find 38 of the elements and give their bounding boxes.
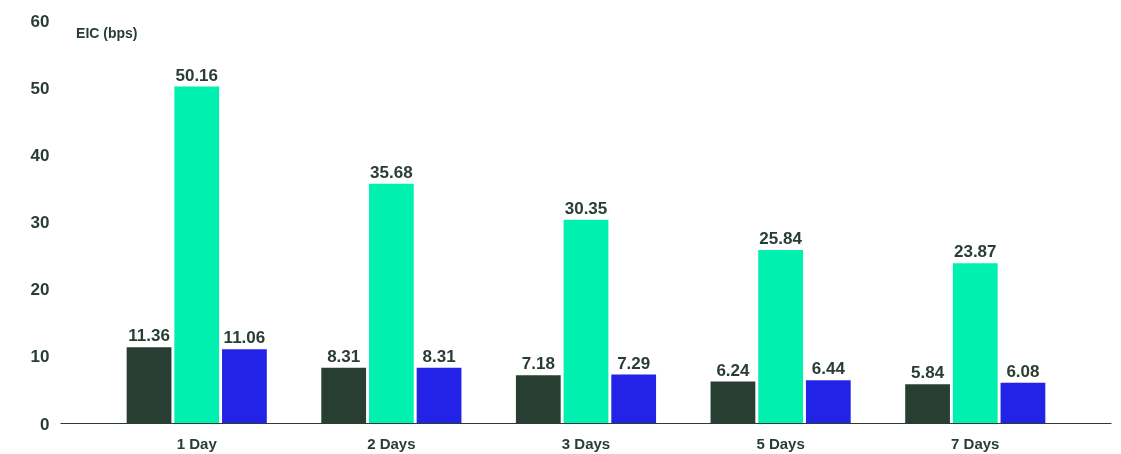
data-label: 7.18 — [521, 354, 555, 374]
bar — [563, 219, 609, 424]
data-label: 11.36 — [128, 326, 170, 346]
data-label: 5.84 — [911, 363, 945, 383]
y-tick-label: 60 — [30, 11, 50, 31]
bar — [416, 367, 462, 424]
bar — [952, 263, 998, 424]
x-tick-label: 7 Days — [951, 434, 1000, 452]
y-tick-label: 50 — [30, 78, 50, 98]
bar — [174, 86, 220, 424]
x-tick-label: 3 Days — [561, 434, 611, 452]
data-label: 23.87 — [953, 242, 997, 262]
bar — [805, 380, 851, 424]
y-tick-label: 10 — [30, 347, 50, 367]
bar — [611, 374, 657, 424]
bar — [758, 249, 804, 424]
bar — [368, 183, 414, 424]
data-label: 6.44 — [811, 359, 846, 379]
data-label: 25.84 — [759, 228, 803, 248]
y-tick-label: 0 — [40, 414, 50, 434]
data-label: 35.68 — [370, 162, 413, 182]
x-tick-label: 2 Days — [367, 434, 416, 452]
y-tick-label: 20 — [30, 280, 50, 300]
bar — [222, 349, 267, 424]
data-label: 7.29 — [617, 353, 651, 373]
data-label: 11.06 — [223, 328, 266, 348]
x-tick-label: 1 Day — [176, 434, 218, 452]
y-axis-title: EIC (bps) — [76, 24, 138, 41]
data-label: 6.24 — [716, 360, 751, 380]
data-label: 30.35 — [564, 198, 608, 218]
data-label: 6.08 — [1006, 361, 1040, 381]
data-label: 8.31 — [422, 346, 456, 366]
data-label: 8.31 — [327, 346, 361, 366]
bar — [1000, 382, 1046, 424]
y-tick-label: 30 — [30, 213, 50, 232]
x-tick-label: 5 Days — [756, 434, 805, 452]
y-tick-label: 40 — [30, 145, 50, 165]
data-label: 50.16 — [175, 65, 219, 85]
